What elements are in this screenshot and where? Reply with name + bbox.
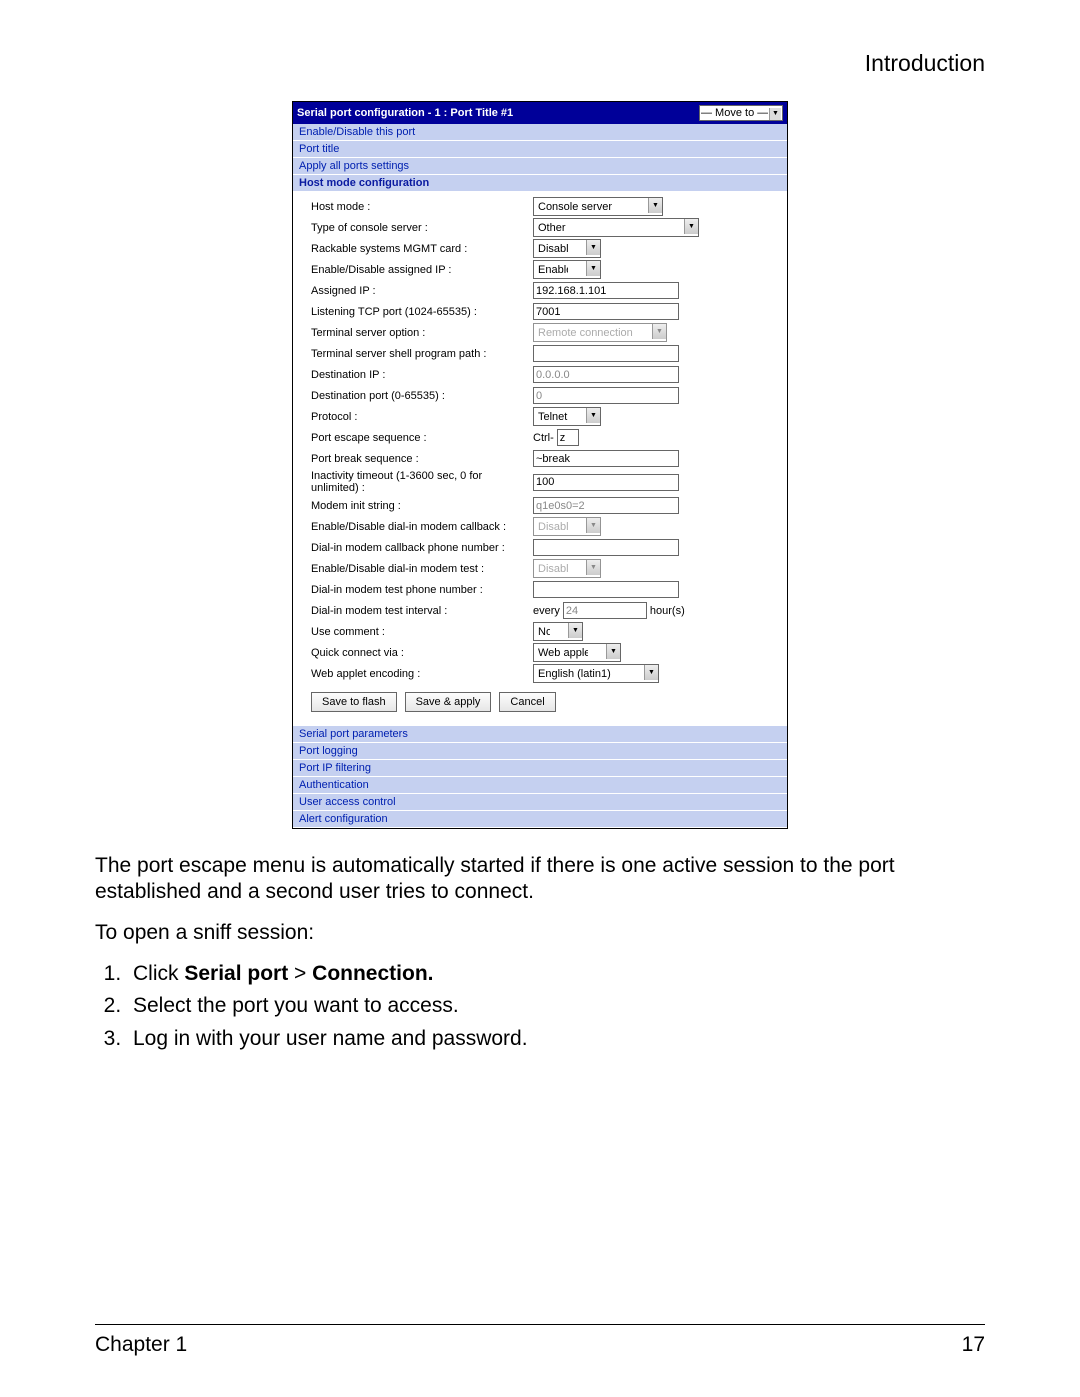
move-to-select[interactable]: — Move to —	[699, 105, 783, 121]
lbl-escape: Port escape sequence :	[311, 432, 533, 444]
lbl-assigned-ip-en: Enable/Disable assigned IP :	[311, 264, 533, 276]
link-serial-params[interactable]: Serial port parameters	[293, 726, 787, 743]
btn-cancel[interactable]: Cancel	[499, 692, 555, 712]
lbl-dialin-interval: Dial-in modem test interval :	[311, 605, 533, 617]
steps-list: Click Serial port > Connection. Select t…	[95, 960, 985, 1053]
link-port-logging[interactable]: Port logging	[293, 743, 787, 760]
sel-quick-connect[interactable]: Web applet	[533, 643, 621, 662]
input-dialin-interval	[563, 602, 647, 619]
sel-host-mode[interactable]: Console server	[533, 197, 663, 216]
input-dialin-test-phone	[533, 581, 679, 598]
lbl-inactivity: Inactivity timeout (1-3600 sec, 0 for un…	[311, 470, 533, 494]
sel-console-type[interactable]: Other	[533, 218, 699, 237]
interval-suffix: hour(s)	[650, 605, 685, 617]
link-port-title[interactable]: Port title	[293, 141, 787, 158]
escape-prefix: Ctrl-	[533, 432, 554, 444]
sel-dialin-test: Disable	[533, 559, 601, 578]
footer-page-number: 17	[962, 1333, 985, 1357]
sel-use-comment[interactable]: No	[533, 622, 583, 641]
btn-save-flash[interactable]: Save to flash	[311, 692, 397, 712]
lbl-term-opt: Terminal server option :	[311, 327, 533, 339]
link-alert-config[interactable]: Alert configuration	[293, 811, 787, 828]
input-break[interactable]	[533, 450, 679, 467]
lbl-break: Port break sequence :	[311, 453, 533, 465]
para-2: To open a sniff session:	[95, 920, 985, 946]
lbl-host-mode: Host mode :	[311, 201, 533, 213]
section-host-mode: Host mode configuration	[293, 175, 787, 192]
step-1: Click Serial port > Connection.	[127, 960, 985, 988]
para-1: The port escape menu is automatically st…	[95, 853, 985, 906]
link-port-ip-filtering[interactable]: Port IP filtering	[293, 760, 787, 777]
input-tcp-port[interactable]	[533, 303, 679, 320]
link-apply-all[interactable]: Apply all ports settings	[293, 158, 787, 175]
lbl-protocol: Protocol :	[311, 411, 533, 423]
input-modem-init	[533, 497, 679, 514]
interval-prefix: every	[533, 605, 560, 617]
input-term-path	[533, 345, 679, 362]
input-inactivity[interactable]	[533, 474, 679, 491]
lbl-modem-init: Modem init string :	[311, 500, 533, 512]
lbl-console-type: Type of console server :	[311, 222, 533, 234]
lbl-dest-port: Destination port (0-65535) :	[311, 390, 533, 402]
link-enable-disable[interactable]: Enable/Disable this port	[293, 124, 787, 141]
footer-chapter: Chapter 1	[95, 1333, 187, 1357]
input-dialin-cb-phone	[533, 539, 679, 556]
lbl-term-path: Terminal server shell program path :	[311, 348, 533, 360]
lbl-quick-connect: Quick connect via :	[311, 647, 533, 659]
input-dest-port	[533, 387, 679, 404]
lbl-dialin-cb: Enable/Disable dial-in modem callback :	[311, 521, 533, 533]
form-body: Host mode : Console server Type of conso…	[293, 192, 787, 726]
lbl-dest-ip: Destination IP :	[311, 369, 533, 381]
panel-title: Serial port configuration - 1 : Port Tit…	[297, 107, 513, 119]
panel-title-bar: Serial port configuration - 1 : Port Tit…	[293, 102, 787, 124]
lbl-dialin-test: Enable/Disable dial-in modem test :	[311, 563, 533, 575]
sel-rackable[interactable]: Disable	[533, 239, 601, 258]
page-header: Introduction	[95, 50, 985, 77]
lbl-assigned-ip: Assigned IP :	[311, 285, 533, 297]
lbl-dialin-cb-phone: Dial-in modem callback phone number :	[311, 542, 533, 554]
sel-encoding[interactable]: English (latin1)	[533, 664, 659, 683]
input-dest-ip	[533, 366, 679, 383]
sel-term-opt: Remote connection	[533, 323, 667, 342]
lbl-encoding: Web applet encoding :	[311, 668, 533, 680]
step-2: Select the port you want to access.	[127, 992, 985, 1020]
input-assigned-ip[interactable]	[533, 282, 679, 299]
lbl-tcp-port: Listening TCP port (1024-65535) :	[311, 306, 533, 318]
link-authentication[interactable]: Authentication	[293, 777, 787, 794]
btn-save-apply[interactable]: Save & apply	[405, 692, 492, 712]
input-escape[interactable]	[557, 429, 579, 446]
lbl-rackable: Rackable systems MGMT card :	[311, 243, 533, 255]
lbl-dialin-test-phone: Dial-in modem test phone number :	[311, 584, 533, 596]
config-screenshot: Serial port configuration - 1 : Port Tit…	[292, 101, 788, 829]
sel-dialin-cb: Disable	[533, 517, 601, 536]
lbl-use-comment: Use comment :	[311, 626, 533, 638]
sel-protocol[interactable]: Telnet	[533, 407, 601, 426]
sel-assigned-ip-en[interactable]: Enable	[533, 260, 601, 279]
link-user-access[interactable]: User access control	[293, 794, 787, 811]
step-3: Log in with your user name and password.	[127, 1025, 985, 1053]
